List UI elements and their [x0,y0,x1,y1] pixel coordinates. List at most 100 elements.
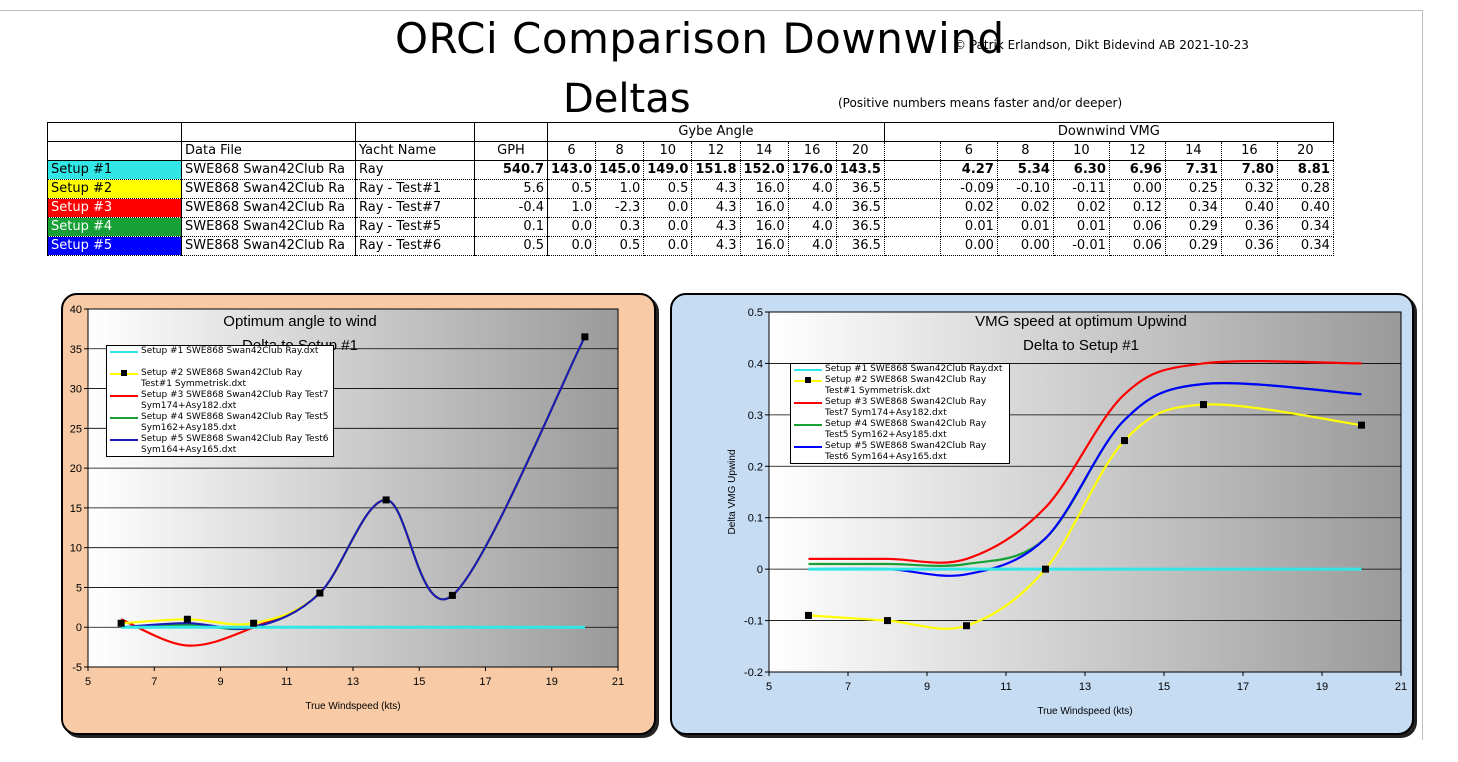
vmg-cell: 6.96 [1108,160,1166,180]
vmg-cell: 0.01 [1052,217,1110,237]
y-tick-label: 5 [76,582,82,594]
yacht-cell: Ray - Test#5 [355,217,475,237]
legend-item: Setup #5 SWE868 Swan42Club Ray Test6 Sym… [791,441,1009,463]
table-cell [474,122,548,142]
vmg-cell: 0.00 [1108,179,1166,199]
wind-header: 16 [1220,141,1278,161]
table-row: Setup #1 SWE868 Swan42Club Ra Ray 540.7 143.… [47,160,1334,180]
vmg-cell: 0.02 [996,198,1054,218]
vmg-cell: 0.25 [1164,179,1222,199]
legend-item: Setup #3 SWE868 Swan42Club Ray Test7 Sym… [791,397,1009,419]
gybe-cell: 0.0 [643,217,693,237]
data-point [581,333,589,341]
table-row: Setup #5 SWE868 Swan42Club Ra Ray - Test#6… [47,236,1334,256]
table-cell [355,122,475,142]
x-tick-label: 19 [1316,681,1328,693]
legend-swatch [110,395,138,397]
table-cell [883,236,941,256]
legend-swatch [110,417,138,419]
vmg-cell: 7.31 [1164,160,1222,180]
wind-header: 8 [595,141,645,161]
wind-header: 12 [691,141,741,161]
data-point [963,622,970,630]
y-tick-label: 0.2 [748,461,763,473]
table-cell [883,217,941,237]
data-point [382,496,390,504]
legend-swatch [794,402,822,404]
legend-label: Setup #4 SWE868 Swan42Club Ray Test5 Sym… [141,412,329,433]
gybe-cell: 0.0 [546,217,597,237]
vmg-cell: 0.34 [1276,236,1334,256]
vmg-cell: 8.81 [1276,160,1334,180]
gybe-cell: 0.5 [546,179,597,199]
x-tick-label: 15 [413,676,425,688]
gybe-cell: 36.5 [835,236,885,256]
datafile-cell: SWE868 Swan42Club Ra [181,198,356,218]
vmg-cell: -0.01 [1052,236,1110,256]
data-point [316,589,324,597]
legend-marker [121,370,127,376]
gybe-cell: 176.0 [787,160,837,180]
wind-header: 14 [1164,141,1222,161]
y-tick-label: 35 [70,344,82,356]
x-tick-label: 11 [281,676,292,688]
legend-item: Setup #4 SWE868 Swan42Club Ray Test5 Sym… [107,412,333,434]
y-tick-label: 15 [70,503,82,515]
gybe-cell: 143.0 [546,160,597,180]
chart-title: Optimum angle to wind [223,313,376,330]
vmg-cell: 6.30 [1052,160,1110,180]
wind-header: 20 [835,141,885,161]
table-cell [883,179,941,199]
legend-swatch [794,446,822,448]
legend-item: Setup #1 SWE868 Swan42Club Ray.dxt [791,364,1009,375]
y-tick-label: 0.1 [748,513,763,525]
gph-cell: -0.4 [474,198,548,218]
vmg-cell: 0.12 [1108,198,1166,218]
wind-header: 10 [643,141,693,161]
y-tick-label: 0.4 [748,358,763,370]
x-tick-label: 9 [217,676,223,688]
gybe-cell: 4.3 [691,198,741,218]
yacht-cell: Ray - Test#6 [355,236,475,256]
vmg-cell: 0.00 [939,236,998,256]
data-point [1200,401,1207,409]
gybe-cell: 145.0 [595,160,645,180]
y-tick-label: 10 [70,543,82,555]
chart-panel-vmg: -0.2 -0.1 0 0.1 0.2 0.3 0.4 0.5 5 7 9 11 13 15 17 19 21 T… [670,293,1414,735]
y-tick-label: 0.3 [748,410,763,422]
x-tick-label: 11 [1000,681,1011,693]
legend-label: Setup #4 SWE868 Swan42Club Ray Test5 Sym… [825,419,987,440]
gybe-cell: -2.3 [595,198,645,218]
table-cell [883,141,941,161]
gybe-cell: 4.0 [787,217,837,237]
table-group-header-row: Gybe Angle Downwind VMG [47,122,1334,142]
table-cell [47,122,182,142]
gph-cell: 0.1 [474,217,548,237]
gybe-cell: 4.3 [691,217,741,237]
angle-chart-legend: Setup #1 SWE868 Swan42Club Ray.dxt Setup … [106,345,334,457]
y-tick-label: -5 [72,662,82,674]
yacht-cell: Ray - Test#7 [355,198,475,218]
wind-header: 12 [1108,141,1166,161]
vmg-cell: 0.01 [996,217,1054,237]
data-point [117,619,125,627]
legend-label: Setup #5 SWE868 Swan42Club Ray Test6 Sym… [141,434,329,455]
x-tick-label: 21 [1395,681,1407,693]
y-tick-label: 20 [70,463,82,475]
vmg-cell: 0.02 [939,198,998,218]
y-tick-label: 25 [70,423,82,435]
downwind-vmg-header: Downwind VMG [883,122,1334,142]
vmg-cell: 7.80 [1220,160,1278,180]
gybe-cell: 0.0 [643,198,693,218]
legend-swatch [110,439,138,441]
legend-label: Setup #2 SWE868 Swan42Club Ray Test#1 Sy… [141,368,303,389]
data-point [805,611,812,619]
vmg-cell: 0.32 [1220,179,1278,199]
vmg-cell: -0.11 [1052,179,1110,199]
gph-header: GPH [474,141,548,161]
table-cell [883,160,941,180]
setup-label: Setup #1 [47,160,182,180]
gph-cell: 0.5 [474,236,548,256]
legend-label: Setup #2 SWE868 Swan42Club Ray Test#1 Sy… [825,375,987,396]
legend-item: Setup #5 SWE868 Swan42Club Ray Test6 Sym… [107,434,333,456]
